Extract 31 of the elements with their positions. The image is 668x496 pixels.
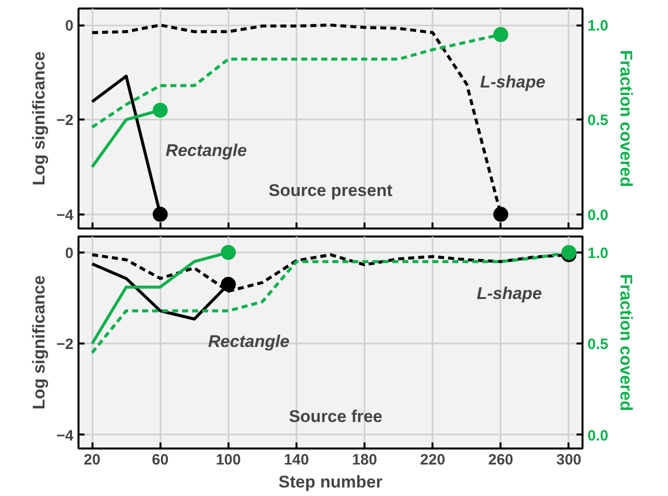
y-tick-label: 0	[65, 18, 74, 35]
x-tick-label: 220	[420, 452, 446, 468]
x-tick-label: 20	[84, 452, 100, 468]
y2-tick-label: 1.0	[588, 244, 608, 262]
x-tick-label: 300	[556, 452, 582, 468]
y-tick-label: −2	[56, 112, 74, 130]
annotation: Rectangle	[208, 332, 290, 351]
y2-axis-title: Fraction covered	[616, 274, 636, 412]
annotation: Rectangle	[166, 140, 247, 160]
annotation: L-shape	[476, 284, 542, 303]
annotation: Source present	[268, 181, 393, 200]
x-tick-label: 180	[352, 452, 378, 468]
y-axis-title: Log significance	[29, 51, 48, 186]
y2-tick-label: 0.0	[588, 427, 608, 444]
y-tick-label: −4	[56, 427, 74, 444]
y-tick-label: −2	[56, 336, 74, 354]
annotation: L-shape	[480, 72, 546, 92]
y2-tick-label: 0.5	[588, 336, 608, 354]
x-tick-label: 140	[284, 452, 309, 468]
y-tick-label: −4	[56, 206, 74, 224]
y-tick-label: 0	[65, 244, 74, 262]
x-axis-title: Step number	[278, 472, 383, 492]
y2-tick-label: 0.5	[588, 112, 608, 130]
annotation: Source free	[288, 407, 382, 426]
y2-axis-title: Fraction covered	[616, 50, 636, 188]
y2-tick-label: 0.0	[588, 206, 608, 224]
x-tick-label: 100	[216, 452, 241, 468]
x-tick-label: 260	[488, 452, 514, 468]
x-tick-label: 60	[152, 452, 169, 468]
y2-tick-label: 1.0	[588, 18, 608, 35]
y-axis-title: Log significance	[29, 275, 48, 410]
